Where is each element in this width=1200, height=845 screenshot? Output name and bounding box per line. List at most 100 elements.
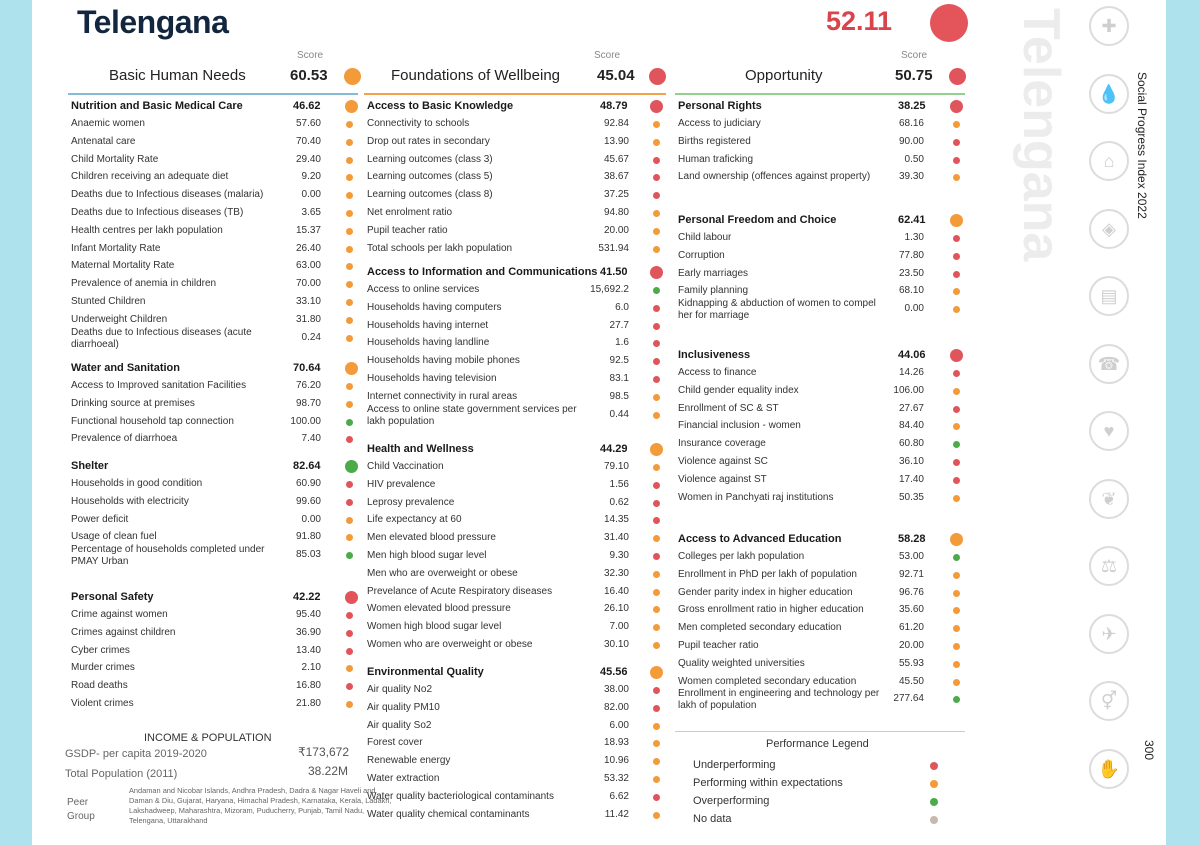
indicator-value: 9.30 (609, 549, 629, 561)
heart-icon[interactable]: ♥ (1089, 411, 1129, 451)
phone-icon[interactable]: ☎ (1089, 343, 1129, 384)
droplet-icon[interactable]: 💧 (1089, 73, 1129, 114)
indicator-status-dot (653, 740, 660, 748)
indicator-status-dot (346, 552, 353, 560)
indicator-name: Internet connectivity in rural areas (367, 390, 518, 402)
indicator-status-dot (346, 400, 353, 408)
component-status-dot (950, 349, 963, 362)
legend-item: No data (693, 813, 938, 831)
component-name: Inclusiveness (678, 349, 751, 361)
leaf-icon[interactable]: ❦ (1089, 478, 1129, 519)
gsdp-value: ₹173,672 (298, 745, 350, 759)
indicator-status-dot (653, 340, 660, 348)
indicator-row: Child gender equality index 106.00 (675, 383, 965, 401)
indicator-row: Functional household tap connection 100.0… (68, 414, 358, 432)
indicator-value: 26.40 (295, 242, 321, 254)
indicator-status-dot (953, 660, 960, 668)
indicator-row: Learning outcomes (class 3) 45.67 (364, 152, 666, 170)
indicator-status-dot (653, 811, 660, 819)
indicator-row: Children receiving an adequate diet 9.20 (68, 169, 358, 187)
indicator-row: Men high blood sugar level 9.30 (364, 548, 666, 566)
dimension-score: 45.04 (597, 67, 635, 84)
component-header: Environmental Quality 45.56 (364, 664, 666, 682)
hand-icon[interactable]: ✋ (1089, 748, 1129, 789)
income-title: INCOME & POPULATION (144, 732, 272, 744)
indicator-row: Insurance coverage 60.80 (675, 436, 965, 454)
indicator-row: HIV prevalence 1.56 (364, 477, 666, 495)
indicator-row: Maternal Mortality Rate 63.00 (68, 258, 358, 276)
indicator-value: 27.7 (609, 319, 629, 331)
indicator-value: 106.00 (893, 384, 924, 396)
legend-dot (930, 816, 938, 824)
indicator-name: Households with electricity (71, 495, 189, 507)
component-header: Personal Freedom and Choice 62.41 (675, 212, 965, 230)
indicator-status-dot (346, 436, 353, 444)
book-icon[interactable]: ▤ (1089, 276, 1129, 316)
gender-icon[interactable]: ⚥ (1089, 681, 1129, 721)
indicator-row: Deaths due to Infectious diseases (TB) 3.… (68, 205, 358, 223)
indicator-status-dot (653, 499, 660, 507)
indicator-status-dot (653, 375, 660, 383)
indicator-name: Stunted Children (71, 295, 146, 307)
indicator-status-dot (653, 156, 660, 164)
indicator-status-dot (653, 464, 660, 471)
indicator-value: 6.62 (609, 790, 629, 802)
indicator-status-dot (953, 138, 960, 146)
indicator-status-dot (653, 641, 660, 649)
indicator-row: Access to online services 15,692.2 (364, 282, 666, 300)
indicator-status-dot (953, 494, 960, 502)
indicator-row: Road deaths 16.80 (68, 678, 358, 696)
indicator-row: Water extraction 53.32 (364, 771, 666, 789)
indicator-value: 85.03 (295, 549, 321, 561)
component-name: Access to Basic Knowledge (367, 100, 514, 112)
indicator-name: Access to online state government servic… (367, 403, 577, 427)
plus-icon[interactable]: ✚ (1089, 6, 1129, 46)
indicator-status-dot (953, 174, 960, 182)
dove-icon[interactable]: ✈ (1089, 613, 1129, 654)
legend-label: No data (693, 813, 732, 825)
indicator-status-dot (953, 156, 960, 164)
indicator-status-dot (346, 481, 353, 488)
indicator-value: 9.20 (301, 171, 321, 183)
indicator-name: Violence against ST (678, 473, 767, 485)
indicator-row: Renewable energy 10.96 (364, 753, 666, 771)
indicator-row: Women high blood sugar level 7.00 (364, 619, 666, 637)
indicator-value: 21.80 (295, 697, 321, 709)
score-caption: Score (297, 50, 324, 61)
indicator-name: Antenatal care (71, 135, 136, 147)
indicator-name: Drop out rates in secondary (367, 135, 490, 147)
indicator-status-dot (953, 642, 960, 650)
indicator-status-dot (953, 678, 960, 686)
indicator-value: 60.90 (295, 478, 321, 489)
indicator-name: Maternal Mortality Rate (71, 260, 175, 272)
indicator-row: Child Vaccination 79.10 (364, 459, 666, 477)
component-block: Health and Wellness 44.29 Child Vaccinatio… (364, 441, 666, 655)
indicator-row: Air quality No2 38.00 (364, 682, 666, 700)
house-icon[interactable]: ⌂ (1089, 141, 1129, 181)
indicator-status-dot (953, 370, 960, 377)
dimension-score: 60.53 (290, 67, 328, 84)
indicator-status-dot (653, 722, 660, 730)
component-block: Personal Freedom and Choice 62.41 Child la… (675, 212, 965, 321)
legend-title: Performance Legend (766, 738, 869, 750)
shield-icon[interactable]: ◈ (1089, 208, 1129, 249)
indicator-value: 7.40 (301, 433, 321, 445)
legend-dot (930, 762, 938, 770)
indicator-value: 45.50 (898, 675, 924, 687)
indicator-status-dot (653, 570, 660, 578)
component-block: Shelter 82.64 Households in good condition… (68, 458, 358, 567)
indicator-name: Births registered (678, 135, 751, 147)
indicator-name: Enrollment in PhD per lakh of population (678, 568, 857, 580)
indicator-row: Kidnapping & abduction of women to compe… (675, 298, 965, 321)
indicator-row: Women who are overweight or obese 30.10 (364, 637, 666, 655)
indicator-status-dot (653, 209, 660, 217)
indicator-row: Households with electricity 99.60 (68, 494, 358, 512)
indicator-value: 84.40 (898, 420, 924, 432)
dimension-name: Foundations of Wellbeing (391, 67, 560, 84)
indicator-name: Child gender equality index (678, 384, 799, 396)
indicator-row: Access to judiciary 68.16 (675, 116, 965, 134)
scales-icon[interactable]: ⚖ (1089, 546, 1129, 586)
indicator-value: 13.40 (295, 644, 321, 656)
indicator-row: Percentage of households completed under… (68, 544, 358, 567)
legend-dot (930, 780, 938, 788)
